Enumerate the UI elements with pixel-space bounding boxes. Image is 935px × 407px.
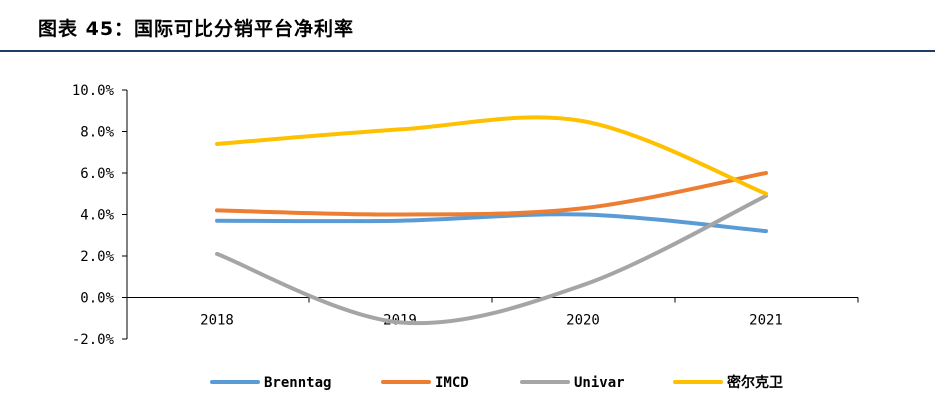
y-tick-label: 6.0% (80, 166, 114, 182)
y-tick-label: -2.0% (72, 332, 115, 348)
series-line-1 (215, 171, 768, 217)
legend: Brenntag IMCD Univar 密尔克卫 (210, 374, 783, 391)
series-line-0 (215, 212, 768, 234)
x-tick-label: 2020 (566, 313, 600, 329)
chart-title: 图表 45：国际可比分销平台净利率 (38, 18, 355, 40)
legend-label: IMCD (435, 375, 469, 391)
y-tick-label: 10.0% (72, 83, 115, 99)
series-line-3 (215, 115, 768, 196)
series-lines (215, 115, 768, 326)
x-tick-label: 2021 (749, 313, 783, 329)
x-tick-label: 2018 (200, 313, 234, 329)
title-underline (0, 50, 935, 52)
axes: 10.0%8.0%6.0%4.0%2.0%0.0%-2.0%2018 2019 20… (72, 83, 859, 348)
legend-label: Univar (574, 375, 625, 391)
y-tick-label: 0.0% (80, 291, 114, 307)
y-tick-label: 8.0% (80, 125, 114, 141)
series-line-2 (215, 193, 768, 326)
y-tick-label: 2.0% (80, 249, 114, 265)
legend-label: Brenntag (264, 375, 331, 391)
legend-label: 密尔克卫 (726, 374, 783, 391)
y-tick-label: 4.0% (80, 208, 114, 224)
